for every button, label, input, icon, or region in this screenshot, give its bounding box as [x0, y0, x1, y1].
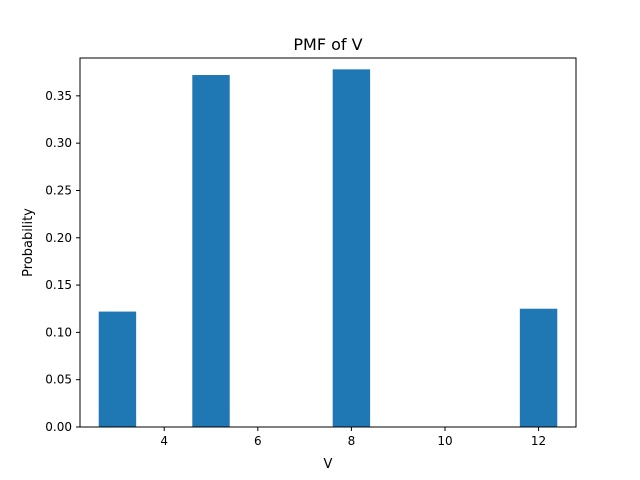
- y-tick-label: 0.30: [45, 136, 72, 150]
- y-tick-label: 0.35: [45, 89, 72, 103]
- y-tick-label: 0.20: [45, 231, 72, 245]
- bar-v8: [332, 69, 371, 427]
- y-axis-label: Probability: [21, 208, 36, 277]
- y-tick-label: 0.25: [45, 183, 72, 197]
- x-axis-label: V: [324, 457, 333, 472]
- x-tick-label: 6: [254, 434, 262, 448]
- x-axis: 4 6 8 10 12: [160, 427, 546, 448]
- bar-v3: [98, 311, 137, 427]
- plot-frame: [79, 57, 577, 428]
- y-tick-label: 0.00: [45, 420, 72, 434]
- chart-title: PMF of V: [293, 35, 362, 54]
- y-tick-label: 0.15: [45, 278, 72, 292]
- bar-v12: [519, 308, 558, 427]
- y-axis: 0.00 0.05 0.10 0.15 0.20 0.25 0.30 0.35: [45, 89, 80, 434]
- y-tick-label: 0.05: [45, 373, 72, 387]
- y-tick-label: 0.10: [45, 325, 72, 339]
- x-tick-label: 4: [160, 434, 168, 448]
- bars-group: [98, 69, 558, 427]
- x-tick-label: 8: [348, 434, 356, 448]
- bar-v5: [192, 75, 230, 427]
- x-tick-label: 10: [437, 434, 452, 448]
- x-tick-label: 12: [531, 434, 546, 448]
